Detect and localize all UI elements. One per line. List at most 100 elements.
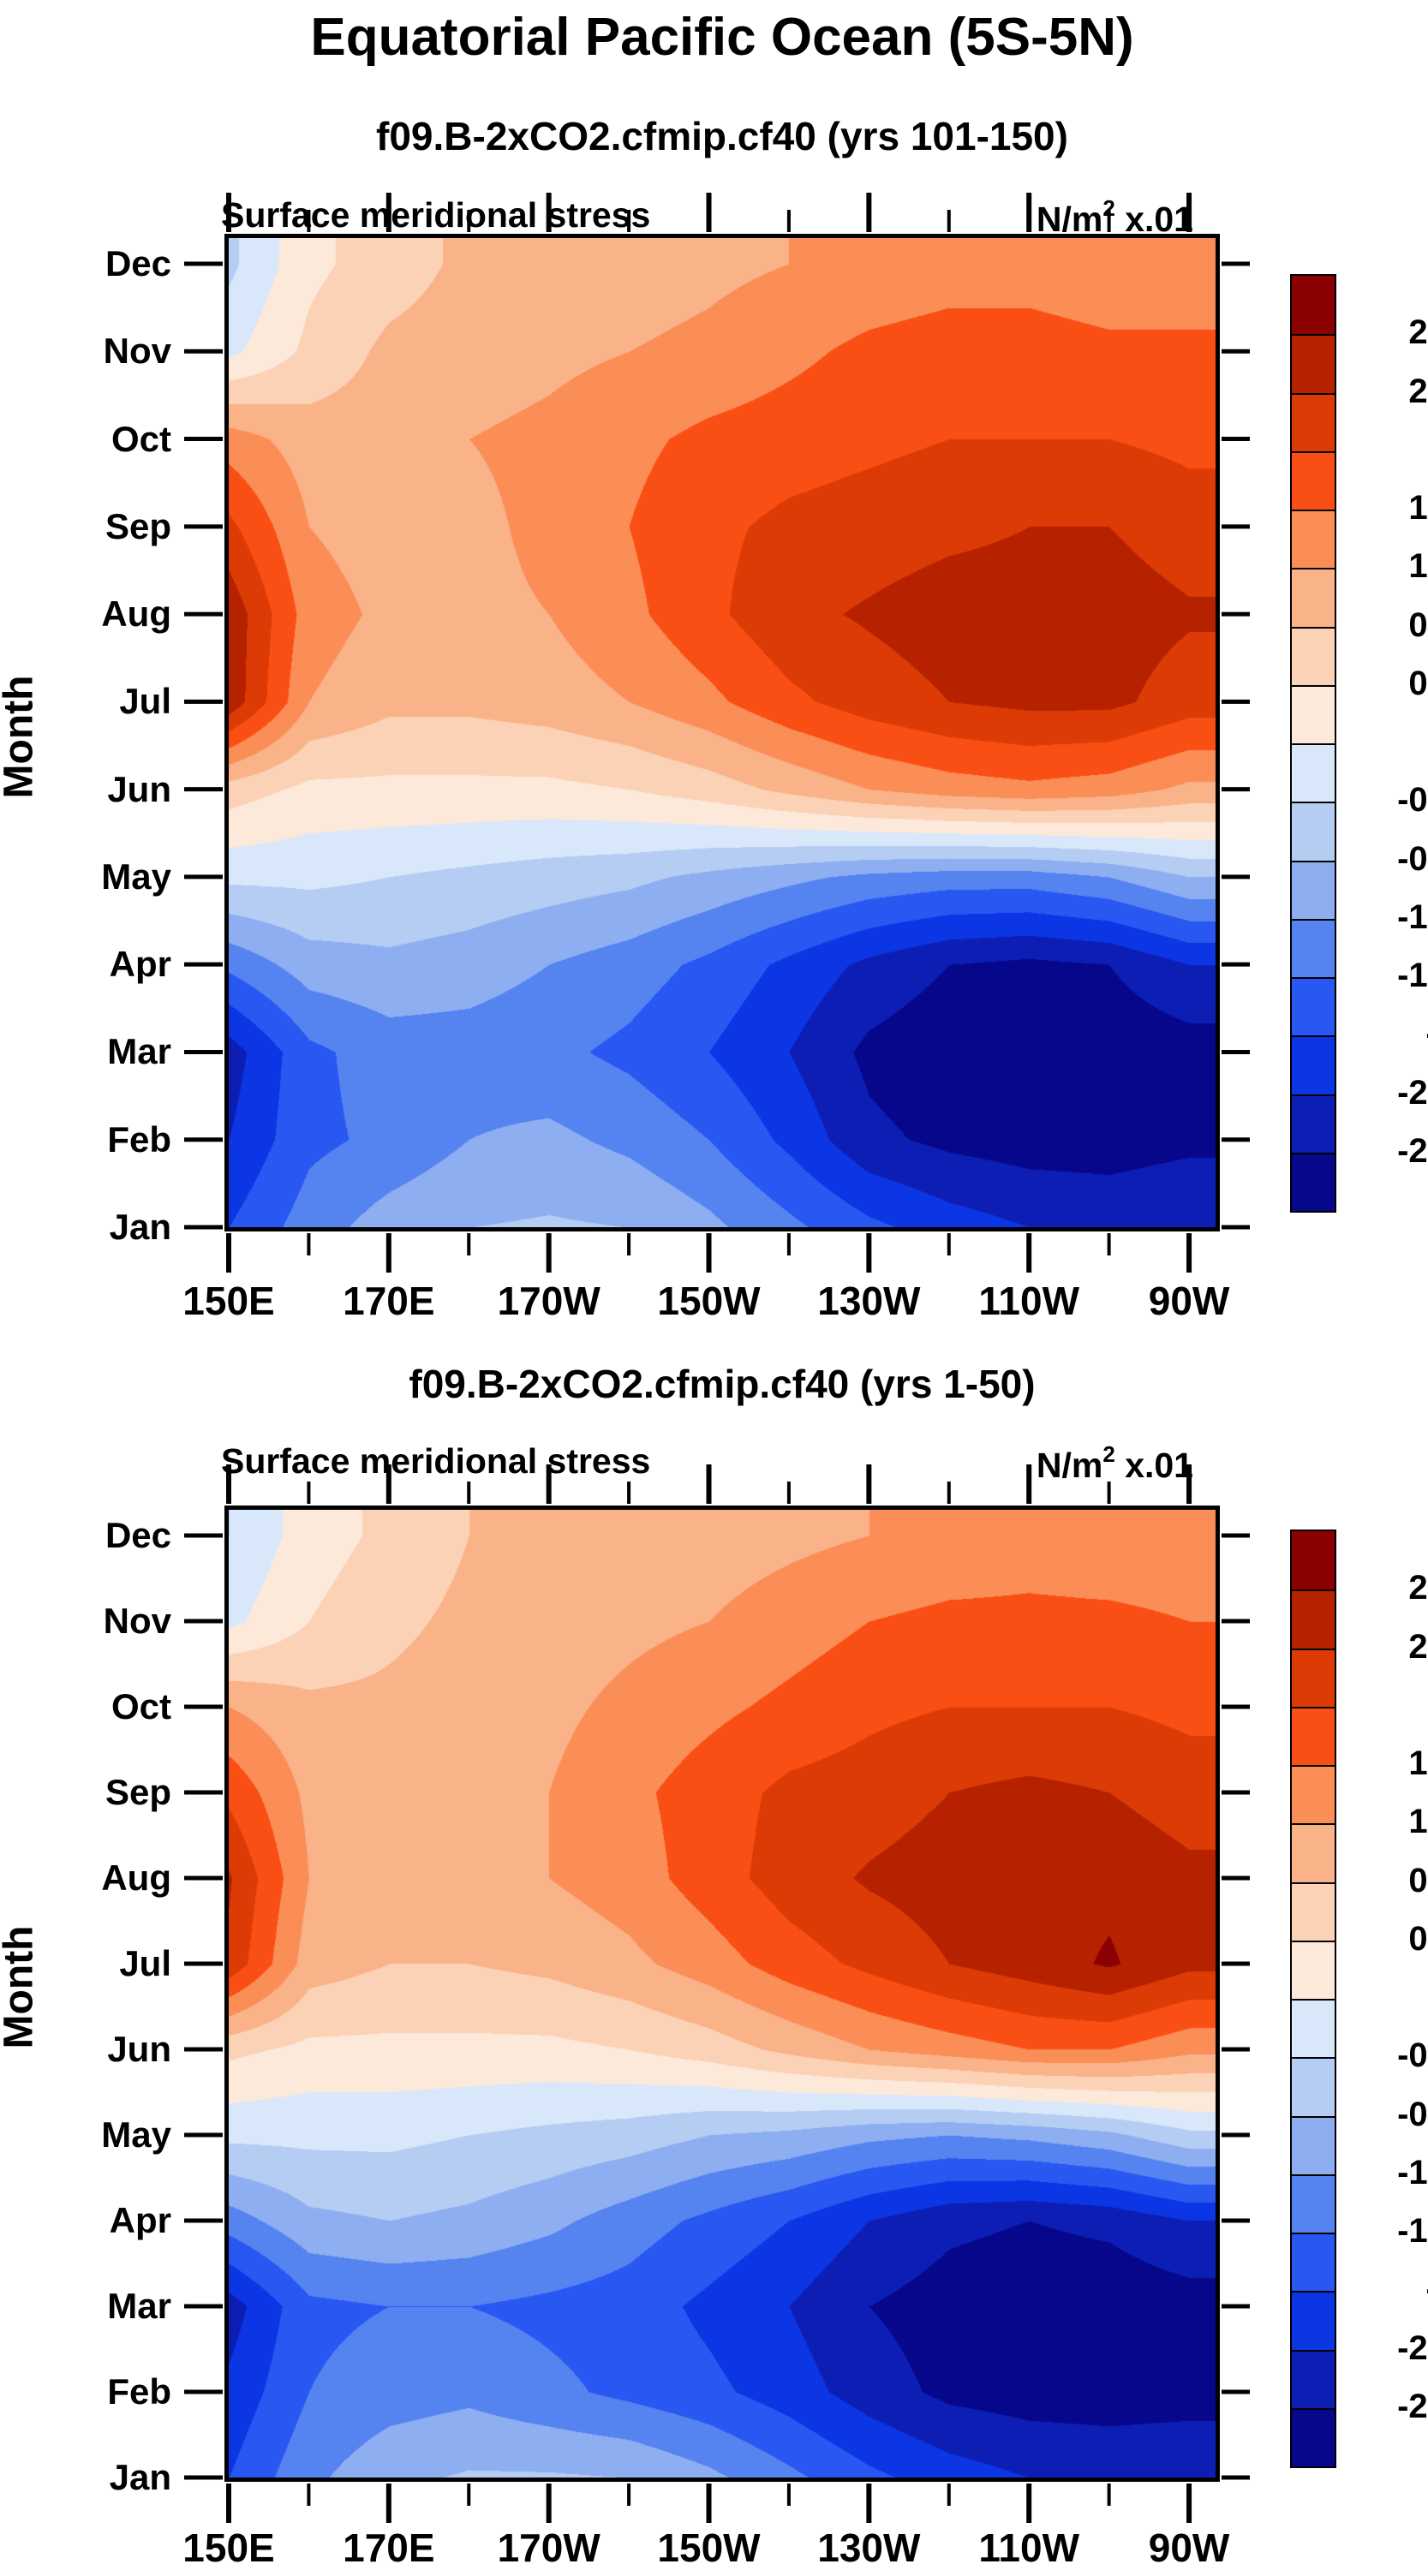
x-tick-label-130w: 130W [817, 2525, 921, 2570]
x-tick-label-170e: 170E [343, 1279, 435, 1323]
month-label-apr: Apr [109, 944, 171, 985]
colorbar-box [1292, 802, 1335, 861]
colorbar-box [1292, 2233, 1335, 2292]
colorbar-label-0: 0 [1345, 1980, 1428, 2014]
colorbar-label--0.4: -0.4 [1397, 2036, 1428, 2075]
month-label-jul: Jul [119, 681, 171, 722]
x-tick-label-170w: 170W [497, 1279, 600, 1323]
colorbar-box [1292, 1094, 1335, 1153]
panel2-variable-label: Surface meridional stress [221, 1441, 651, 1481]
colorbar-box [1292, 1999, 1335, 2058]
colorbar-label-1.6: 1.6 [1408, 489, 1428, 527]
colorbar-box [1292, 334, 1335, 393]
colorbar-box [1292, 1940, 1335, 1999]
month-label-feb: Feb [107, 1118, 171, 1160]
month-label-dec: Dec [105, 243, 171, 283]
colorbar-box [1292, 1035, 1335, 1094]
month-label-sep: Sep [105, 1772, 171, 1812]
month-label-aug: Aug [101, 593, 171, 635]
colorbar-label-0.4: 0.4 [1408, 1919, 1428, 1958]
x-tick-label-170e: 170E [343, 2525, 435, 2570]
colorbar-box [1292, 510, 1335, 569]
colorbar-box [1292, 450, 1335, 510]
x-tick-label-110w: 110W [978, 1279, 1079, 1323]
colorbar-label-2.4: 2.4 [1408, 372, 1428, 410]
month-label-dec: Dec [105, 1515, 171, 1555]
colorbar-box [1292, 1706, 1335, 1765]
colorbar-box [1292, 2174, 1335, 2233]
panel2-units-label: N/m2 x.01 [1036, 1441, 1193, 1485]
month-label-jun: Jun [107, 2029, 171, 2069]
month-label-apr: Apr [109, 2200, 171, 2240]
month-label-may: May [101, 856, 171, 897]
month-label-jan: Jan [109, 2457, 171, 2497]
colorbar-label-1.6: 1.6 [1408, 1744, 1428, 1782]
x-tick-label-150e: 150E [182, 2525, 275, 2570]
colorbar-box [1292, 392, 1335, 451]
x-tick-label-150e: 150E [182, 1279, 275, 1323]
colorbar-label--1.2: -1.2 [1397, 897, 1428, 936]
month-label-aug: Aug [101, 1857, 171, 1898]
month-label-may: May [101, 2114, 171, 2155]
colorbar-box [1292, 1531, 1335, 1590]
month-label-jan: Jan [109, 1207, 171, 1247]
colorbar-box [1292, 860, 1335, 919]
colorbar-box [1292, 2291, 1335, 2350]
page-title: Equatorial Pacific Ocean (5S-5N) [310, 8, 1134, 67]
colorbar-label--2.8: -2.8 [1397, 1131, 1428, 1170]
colorbar-label-1.2: 1.2 [1408, 547, 1428, 586]
colorbar-label-2.8: 2.8 [1408, 313, 1428, 352]
month-label-mar: Mar [107, 2286, 171, 2326]
colorbar-label--1.2: -1.2 [1397, 2153, 1428, 2191]
colorbar-label-2: 2 [1345, 1688, 1428, 1722]
panel2-subtitle: f09.B-2xCO2.cfmip.cf40 (yrs 1-50) [409, 1362, 1036, 1406]
colorbar-box [1292, 977, 1335, 1036]
colorbar-box [1292, 626, 1335, 685]
panel2-y-axis-title: Month [0, 1925, 42, 2049]
colorbar-label-2: 2 [1345, 432, 1428, 467]
colorbar-box [1292, 1589, 1335, 1649]
colorbar-box [1292, 2057, 1335, 2116]
month-label-nov: Nov [103, 1601, 171, 1641]
colorbar-label-2.8: 2.8 [1408, 1569, 1428, 1607]
x-tick-label-150w: 150W [657, 1279, 761, 1323]
month-label-nov: Nov [103, 331, 171, 372]
panel1-y-axis-title: Month [0, 675, 42, 799]
month-label-oct: Oct [111, 1686, 171, 1726]
panel1-variable-label: Surface meridional stress [221, 195, 651, 235]
colorbar-label--2: -2 [1345, 2272, 1428, 2306]
colorbar-label-0: 0 [1345, 724, 1428, 759]
colorbar-box [1292, 276, 1335, 335]
colorbar-box [1292, 2349, 1335, 2408]
colorbar-label-0.8: 0.8 [1408, 605, 1428, 644]
colorbar-box [1292, 1648, 1335, 1707]
colorbar-box [1292, 1823, 1335, 1882]
colorbar-label--1.6: -1.6 [1397, 957, 1428, 994]
colorbar-panel1 [1290, 274, 1336, 1213]
month-label-oct: Oct [111, 418, 171, 459]
panel1-plot-area [224, 234, 1220, 1231]
panel1-units-label: N/m2 x.01 [1036, 195, 1193, 239]
colorbar-label--0.8: -0.8 [1397, 2095, 1428, 2133]
colorbar-box [1292, 2115, 1335, 2174]
panel2-contour-canvas [229, 1510, 1216, 2478]
month-label-mar: Mar [107, 1031, 171, 1072]
x-tick-label-150w: 150W [657, 2525, 761, 2570]
colorbar-label--2.4: -2.4 [1397, 1073, 1428, 1112]
x-tick-label-90w: 90W [1148, 1279, 1230, 1323]
colorbar-box [1292, 684, 1335, 743]
colorbar-label--2.8: -2.8 [1397, 2387, 1428, 2425]
x-tick-label-110w: 110W [978, 2525, 1079, 2570]
x-tick-label-170w: 170W [497, 2525, 600, 2570]
x-tick-label-130w: 130W [817, 1279, 921, 1323]
colorbar-label--2.4: -2.4 [1397, 2329, 1428, 2367]
colorbar-box [1292, 1152, 1335, 1211]
month-label-jun: Jun [107, 768, 171, 809]
x-tick-label-90w: 90W [1148, 2525, 1230, 2570]
colorbar-box [1292, 918, 1335, 977]
month-label-sep: Sep [105, 505, 171, 546]
colorbar-box [1292, 1765, 1335, 1824]
colorbar-label-2.4: 2.4 [1408, 1627, 1428, 1666]
colorbar-box [1292, 743, 1335, 802]
